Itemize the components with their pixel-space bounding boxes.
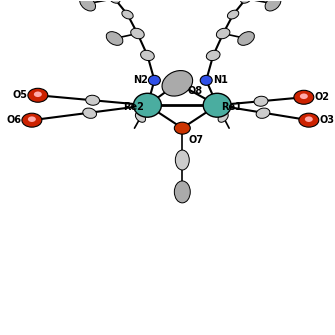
Text: O2: O2 bbox=[314, 92, 329, 102]
Ellipse shape bbox=[174, 122, 190, 134]
Text: Re1: Re1 bbox=[221, 102, 242, 112]
Ellipse shape bbox=[34, 91, 42, 97]
Ellipse shape bbox=[28, 88, 48, 102]
Ellipse shape bbox=[162, 71, 193, 96]
Ellipse shape bbox=[174, 181, 190, 203]
Ellipse shape bbox=[148, 75, 160, 85]
Ellipse shape bbox=[238, 31, 254, 45]
Ellipse shape bbox=[122, 10, 133, 19]
Text: O6: O6 bbox=[6, 115, 21, 125]
Ellipse shape bbox=[22, 113, 42, 127]
Ellipse shape bbox=[109, 0, 120, 3]
Ellipse shape bbox=[299, 113, 319, 127]
Text: O5: O5 bbox=[12, 90, 27, 100]
Ellipse shape bbox=[83, 108, 96, 118]
Ellipse shape bbox=[300, 93, 308, 99]
Ellipse shape bbox=[175, 150, 189, 170]
Ellipse shape bbox=[227, 10, 239, 19]
Ellipse shape bbox=[241, 0, 252, 3]
Ellipse shape bbox=[203, 93, 231, 117]
Text: O7: O7 bbox=[189, 135, 204, 145]
Ellipse shape bbox=[200, 75, 212, 85]
Text: O8: O8 bbox=[188, 86, 203, 96]
Ellipse shape bbox=[305, 116, 313, 122]
Ellipse shape bbox=[106, 31, 123, 45]
Ellipse shape bbox=[254, 96, 268, 106]
Ellipse shape bbox=[206, 50, 220, 61]
Ellipse shape bbox=[80, 0, 95, 11]
Ellipse shape bbox=[294, 90, 314, 104]
Ellipse shape bbox=[256, 108, 270, 118]
Ellipse shape bbox=[135, 112, 145, 122]
Text: Re2: Re2 bbox=[123, 102, 144, 112]
Ellipse shape bbox=[216, 28, 230, 39]
Text: N2: N2 bbox=[133, 75, 148, 85]
Text: O3: O3 bbox=[319, 115, 334, 125]
Ellipse shape bbox=[133, 93, 161, 117]
Ellipse shape bbox=[86, 95, 99, 105]
Ellipse shape bbox=[131, 28, 144, 39]
Ellipse shape bbox=[28, 116, 36, 122]
Ellipse shape bbox=[218, 112, 228, 122]
Text: N1: N1 bbox=[213, 75, 227, 85]
Ellipse shape bbox=[265, 0, 281, 11]
Ellipse shape bbox=[141, 50, 154, 61]
